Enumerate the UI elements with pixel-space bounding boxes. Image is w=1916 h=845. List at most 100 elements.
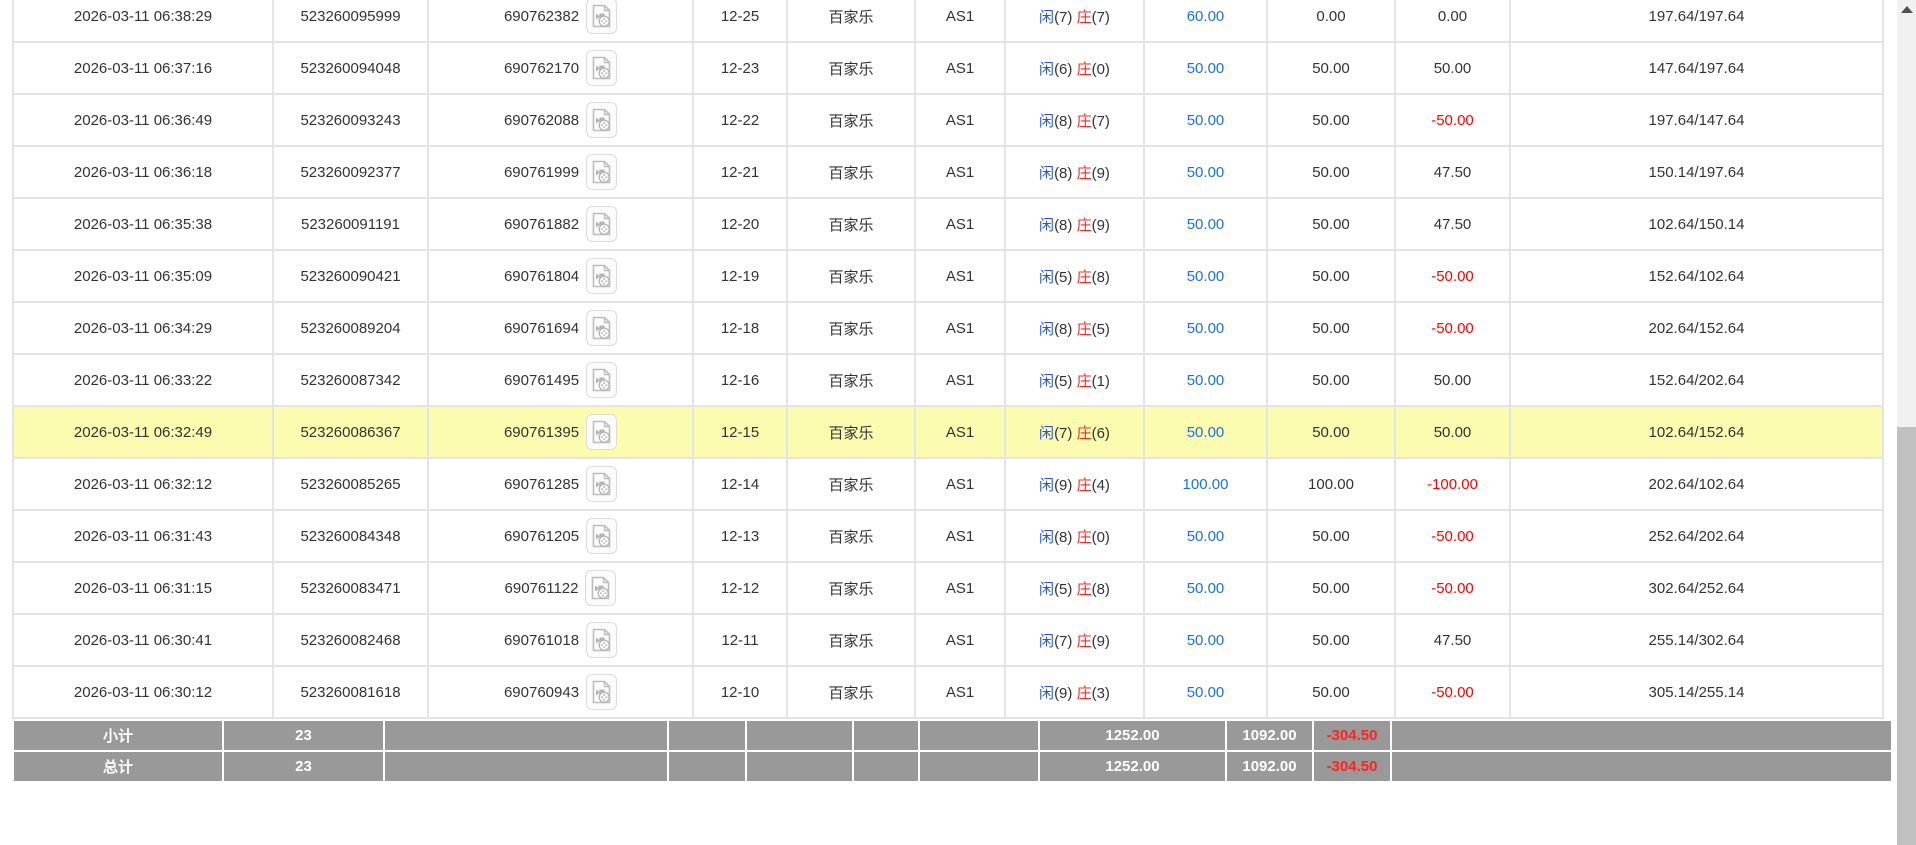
bet-amount-link[interactable]: 50.00: [1186, 59, 1225, 77]
record-row[interactable]: 2026-03-11 06:30:41 523260082468 6907610…: [12, 613, 1884, 667]
bet-time-cell: 2026-03-11 06:35:38: [12, 197, 274, 251]
balance-value: 152.64/202.64: [1648, 371, 1745, 389]
win-loss-cell: 47.50: [1394, 613, 1511, 667]
bet-amount-link[interactable]: 50.00: [1186, 371, 1225, 389]
round-no: 12-19: [720, 267, 760, 285]
bet-amount-link[interactable]: 50.00: [1186, 111, 1225, 129]
bet-amount-link[interactable]: 50.00: [1186, 683, 1225, 701]
bet-amount-link[interactable]: 50.00: [1186, 163, 1225, 181]
summary-bet-total: 1252.00: [1038, 750, 1227, 783]
bet-time: 2026-03-11 06:30:12: [73, 683, 213, 701]
banker-score: (4): [1091, 476, 1110, 494]
table-name: AS1: [945, 7, 975, 25]
balance-value: 197.64/197.64: [1648, 7, 1745, 25]
bet-amount-cell: 50.00: [1143, 93, 1268, 147]
bet-amount-link[interactable]: 50.00: [1186, 215, 1225, 233]
bet-amount-cell: 50.00: [1143, 197, 1268, 251]
summary-empty-cell: [852, 750, 920, 783]
game-name: 百家乐: [828, 372, 874, 390]
round-no: 12-10: [720, 683, 760, 701]
record-row[interactable]: 2026-03-11 06:38:29 523260095999 6907623…: [12, 0, 1884, 43]
scrollbar-thumb[interactable]: [1897, 427, 1916, 845]
bet-id-cell: 523260089204: [272, 301, 429, 355]
round-no: 12-22: [720, 111, 760, 129]
video-replay-button[interactable]: [586, 0, 618, 34]
record-row[interactable]: 2026-03-11 06:36:49 523260093243 6907620…: [12, 93, 1884, 147]
record-row[interactable]: 2026-03-11 06:37:16 523260094048 6907621…: [12, 41, 1884, 95]
video-replay-button[interactable]: [586, 622, 618, 658]
record-row[interactable]: 2026-03-11 06:35:09 523260090421 6907618…: [12, 249, 1884, 303]
summary-empty-cell: [918, 719, 1040, 752]
win-loss-cell: 0.00: [1394, 0, 1511, 43]
record-row[interactable]: 2026-03-11 06:30:12 523260081618 6907609…: [12, 665, 1884, 719]
valid-amount: 50.00: [1312, 579, 1350, 597]
round-no: 12-21: [720, 163, 760, 181]
banker-score: (7): [1091, 8, 1110, 26]
bet-amount-link[interactable]: 50.00: [1186, 267, 1225, 285]
bet-amount-link[interactable]: 50.00: [1186, 631, 1225, 649]
video-replay-button[interactable]: [586, 674, 618, 710]
scroll-up-button[interactable]: [1897, 0, 1916, 19]
banker-result-label: 庄: [1076, 476, 1092, 494]
video-replay-button[interactable]: [586, 102, 618, 138]
summary-valid-total: 1092.00: [1225, 719, 1314, 752]
record-row[interactable]: 2026-03-11 06:35:38 523260091191 6907618…: [12, 197, 1884, 251]
valid-amount: 50.00: [1312, 683, 1350, 701]
banker-result-label: 庄: [1076, 424, 1092, 442]
bet-amount-link[interactable]: 60.00: [1186, 7, 1225, 25]
video-replay-button[interactable]: [586, 154, 618, 190]
video-replay-icon: [592, 680, 611, 703]
banker-score: (7): [1091, 112, 1110, 130]
video-replay-button[interactable]: [586, 466, 618, 502]
game-name-cell: 百家乐: [786, 457, 916, 511]
banker-result-label: 庄: [1076, 216, 1092, 234]
video-replay-button[interactable]: [586, 206, 618, 242]
video-replay-button[interactable]: [586, 50, 618, 86]
game-name-cell: 百家乐: [786, 0, 916, 43]
video-replay-button[interactable]: [586, 414, 618, 450]
win-loss-amount: 50.00: [1433, 423, 1472, 441]
bet-time-cell: 2026-03-11 06:32:12: [12, 457, 274, 511]
bet-amount-link[interactable]: 50.00: [1186, 319, 1225, 337]
win-loss-amount: 0.00: [1437, 7, 1468, 25]
round-no-cell: 12-22: [692, 93, 788, 147]
table-name-cell: AS1: [914, 457, 1006, 511]
round-id: 690761018: [503, 631, 580, 649]
bet-time-cell: 2026-03-11 06:34:29: [12, 301, 274, 355]
round-id: 690761804: [503, 267, 580, 285]
bet-time: 2026-03-11 06:36:18: [73, 163, 213, 181]
player-score: (5): [1054, 372, 1073, 390]
record-row[interactable]: 2026-03-11 06:33:22 523260087342 6907614…: [12, 353, 1884, 407]
video-replay-button[interactable]: [586, 518, 618, 554]
record-row[interactable]: 2026-03-11 06:32:12 523260085265 6907612…: [12, 457, 1884, 511]
table-name: AS1: [945, 631, 975, 649]
record-row[interactable]: 2026-03-11 06:36:18 523260092377 6907619…: [12, 145, 1884, 199]
banker-result-label: 庄: [1076, 372, 1092, 390]
bet-amount-link[interactable]: 50.00: [1186, 527, 1225, 545]
player-score: (6): [1054, 60, 1073, 78]
record-row[interactable]: 2026-03-11 06:32:49 523260086367 6907613…: [12, 405, 1884, 459]
summary-table-body: 小计 23 1252.00 1092.00 -304.50 总计 23 1252…: [12, 719, 1893, 783]
bet-time: 2026-03-11 06:36:49: [73, 111, 213, 129]
balance-cell: 150.14/197.64: [1509, 145, 1884, 199]
record-row[interactable]: 2026-03-11 06:34:29 523260089204 6907616…: [12, 301, 1884, 355]
record-row[interactable]: 2026-03-11 06:31:43 523260084348 6907612…: [12, 509, 1884, 563]
video-replay-button[interactable]: [586, 310, 618, 346]
table-name-cell: AS1: [914, 509, 1006, 563]
player-score: (8): [1054, 112, 1073, 130]
round-id-cell: 690761694: [427, 301, 694, 355]
win-loss-amount: -50.00: [1431, 267, 1474, 285]
bet-amount-link[interactable]: 100.00: [1182, 475, 1229, 493]
round-id: 690760943: [503, 683, 580, 701]
bet-amount-link[interactable]: 50.00: [1186, 423, 1225, 441]
bet-time: 2026-03-11 06:32:49: [73, 423, 213, 441]
record-row[interactable]: 2026-03-11 06:31:15 523260083471 6907611…: [12, 561, 1884, 615]
video-replay-button[interactable]: [586, 258, 618, 294]
video-replay-button[interactable]: [586, 362, 618, 398]
vertical-scrollbar[interactable]: [1897, 0, 1916, 845]
video-replay-icon: [592, 108, 611, 131]
video-replay-icon: [592, 472, 611, 495]
video-replay-button[interactable]: [585, 570, 617, 606]
win-loss-amount: 47.50: [1433, 631, 1472, 649]
bet-amount-link[interactable]: 50.00: [1186, 579, 1225, 597]
